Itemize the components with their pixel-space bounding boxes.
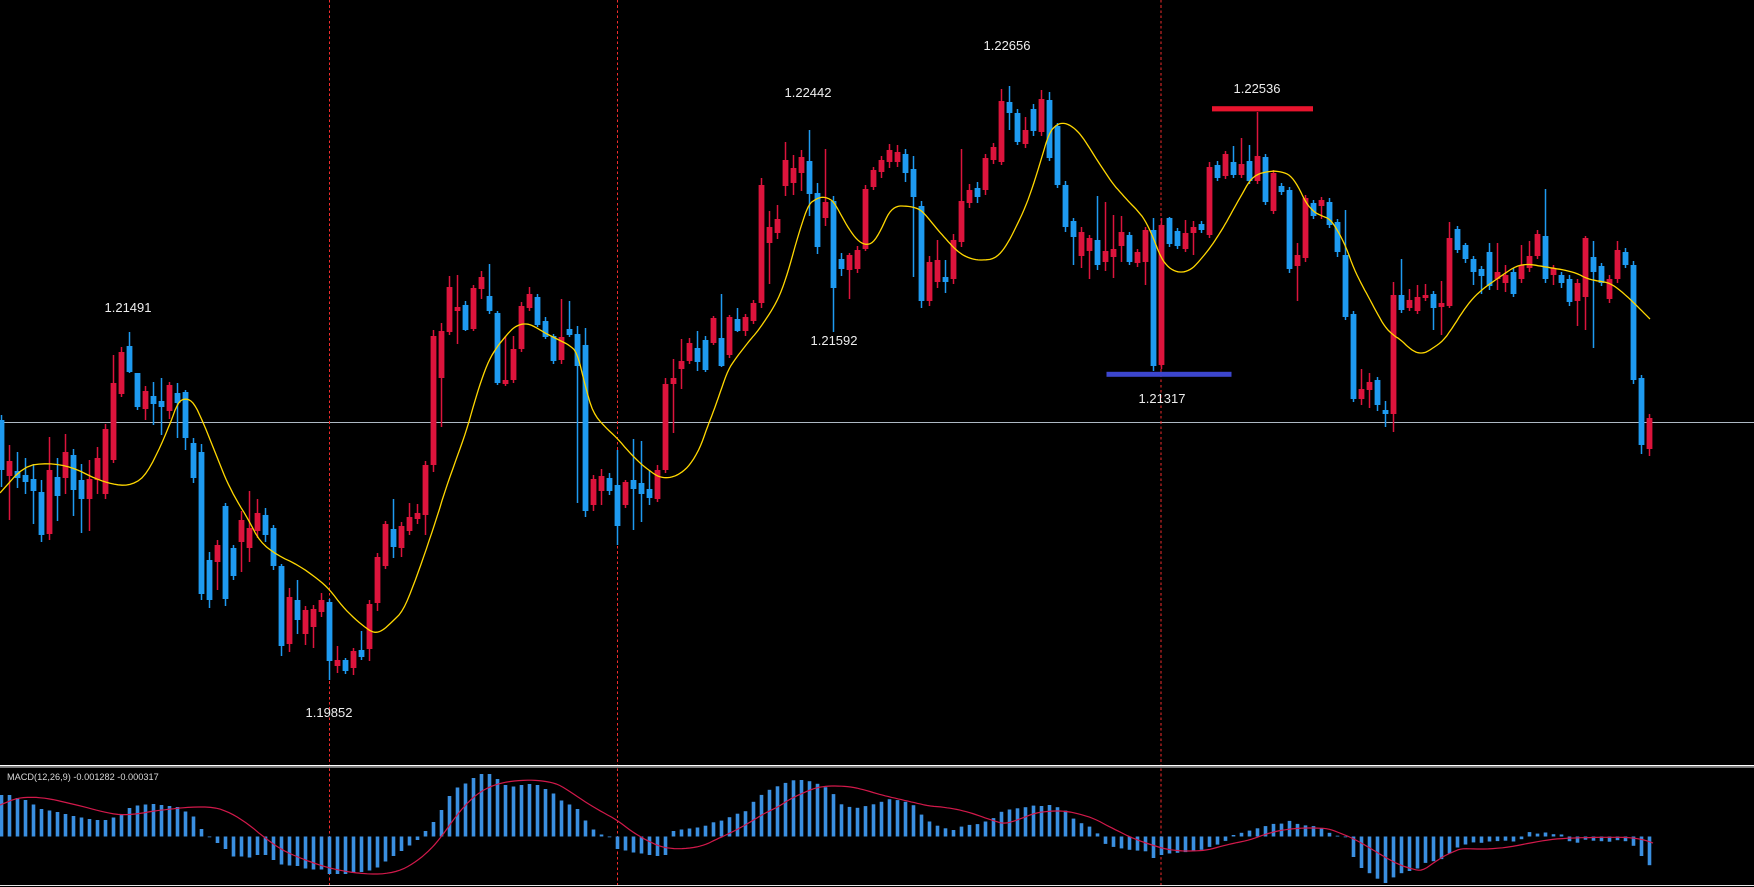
svg-text:1.21491: 1.21491: [105, 300, 152, 315]
svg-text:1.19852: 1.19852: [306, 705, 353, 720]
svg-text:MACD(12,26,9) -0.001282 -0.000: MACD(12,26,9) -0.001282 -0.000317: [7, 772, 159, 782]
svg-text:1.22536: 1.22536: [1234, 81, 1281, 96]
svg-text:1.21592: 1.21592: [811, 333, 858, 348]
svg-text:1.22656: 1.22656: [984, 38, 1031, 53]
svg-text:1.22442: 1.22442: [785, 85, 832, 100]
svg-text:1.21317: 1.21317: [1139, 391, 1186, 406]
